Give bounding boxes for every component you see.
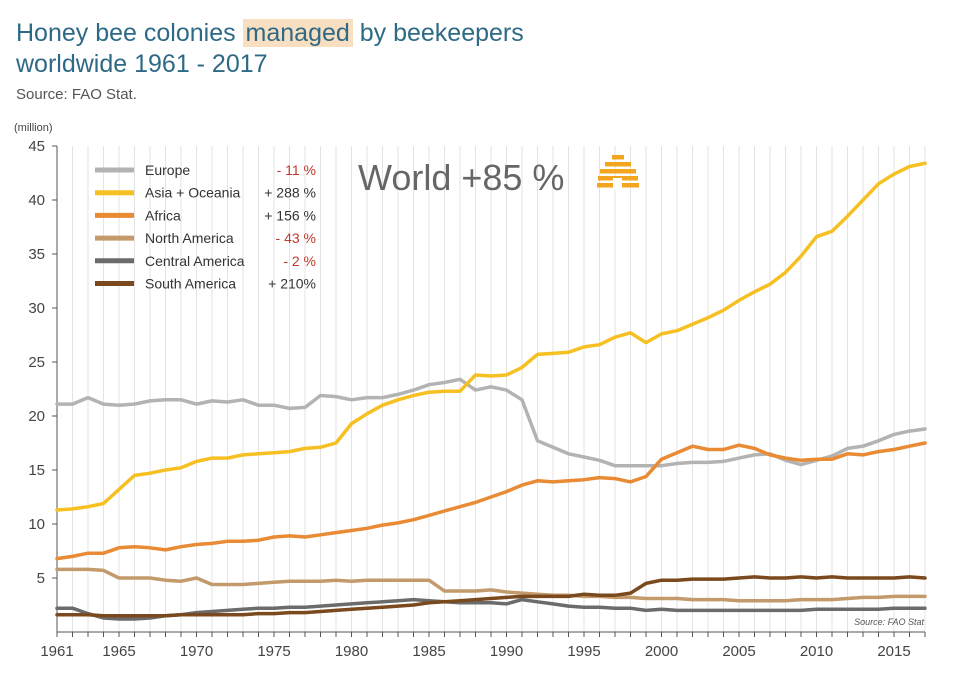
title-part2: by beekeepers — [352, 19, 524, 47]
x-tick-label: 1985 — [412, 643, 445, 660]
y-tick-label: 20 — [28, 408, 45, 425]
beehive-row — [600, 169, 636, 174]
annotations: World +85 % Source: FAO Stat — [358, 155, 924, 627]
beehive-row — [605, 162, 631, 167]
legend-label-north-america: North America — [145, 230, 234, 246]
legend: Europe - 11 % Asia + Oceania + 288 % Africa +… — [95, 162, 316, 292]
legend-change-south-america: + 210% — [268, 276, 316, 292]
x-tick-label: 2015 — [877, 643, 910, 660]
grid-lines — [56, 146, 926, 632]
x-tick-label: 1995 — [567, 643, 600, 660]
chart-title: Honey bee colonies managed by beekeepers… — [16, 18, 524, 80]
y-tick-label: 15 — [28, 462, 45, 479]
title-part1: Honey bee colonies — [16, 19, 243, 47]
legend-change-europe: - 11 % — [277, 162, 316, 178]
y-axis-label: (million) — [14, 122, 53, 134]
legend-change-central-america: - 2 % — [283, 253, 316, 269]
y-tick-label: 10 — [28, 516, 45, 533]
x-tick-label: 2005 — [722, 643, 755, 660]
legend-change-africa: + 156 % — [264, 207, 316, 223]
series-line-south-america — [55, 575, 927, 618]
chart-source-note: Source: FAO Stat — [854, 617, 924, 627]
title-line2: worldwide 1961 - 2017 — [16, 50, 268, 78]
legend-label-central-america: Central America — [145, 253, 245, 269]
x-tick-label: 1961 — [40, 643, 73, 660]
y-tick-label: 45 — [28, 138, 45, 155]
beehive-row — [612, 155, 624, 160]
chart-source: Source: FAO Stat. — [16, 86, 137, 103]
legend-change-north-america: - 43 % — [276, 230, 316, 246]
series-line-africa — [55, 441, 927, 561]
x-tick-label: 2010 — [800, 643, 833, 660]
axes: 5 10 15 20 25 30 35 40 45 (million) 1961 1965 1970 19… — [14, 122, 926, 660]
y-tick-label: 35 — [28, 246, 45, 263]
legend-label-europe: Europe — [145, 162, 190, 178]
legend-label-asia-oceania: Asia + Oceania — [145, 185, 241, 201]
x-tick-label: 1970 — [180, 643, 213, 660]
beehive-entrance — [613, 178, 622, 190]
x-tick-label: 1965 — [102, 643, 135, 660]
beehive-icon — [597, 155, 639, 190]
y-tick-label: 40 — [28, 192, 45, 209]
x-tick-label: 2000 — [645, 643, 678, 660]
series-lines — [55, 161, 927, 621]
y-tick-label: 30 — [28, 300, 45, 317]
y-tick-label: 5 — [37, 570, 45, 587]
series-line-north-america — [55, 567, 927, 603]
x-tick-label: 1990 — [490, 643, 523, 660]
legend-change-asia-oceania: + 288 % — [264, 185, 316, 201]
legend-label-africa: Africa — [145, 207, 181, 223]
legend-label-south-america: South America — [145, 276, 236, 292]
world-annotation: World +85 % — [358, 157, 564, 198]
y-tick-label: 25 — [28, 354, 45, 371]
x-tick-label: 1980 — [335, 643, 368, 660]
series-line-asia-oceania — [55, 161, 927, 512]
series-line-central-america — [55, 597, 927, 621]
x-tick-label: 1975 — [257, 643, 290, 660]
title-highlight: managed — [242, 19, 353, 47]
